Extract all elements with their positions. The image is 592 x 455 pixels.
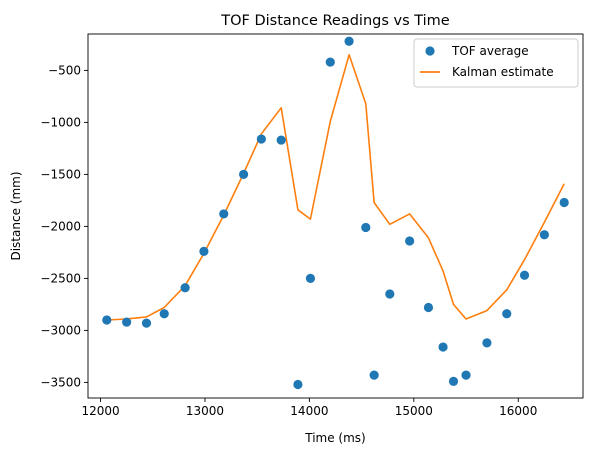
kalman-estimate-line — [106, 53, 565, 321]
tof-average-point — [305, 273, 316, 283]
y-tick-label: −2500 — [40, 271, 81, 285]
tof-average-point — [256, 134, 266, 144]
tof-average-point — [276, 135, 286, 145]
tof-average-point — [180, 283, 190, 293]
tof-average-point — [344, 36, 354, 46]
tof-average-point — [502, 309, 512, 319]
y-axis-label: Distance (mm) — [9, 171, 23, 260]
x-tick-label: 12000 — [81, 404, 119, 418]
tof-average-point — [219, 209, 229, 219]
tof-average-point — [461, 370, 471, 380]
tof-average-point — [239, 169, 249, 179]
tof-average-point — [122, 317, 132, 327]
tof-average-point — [438, 342, 448, 352]
tof-average-point — [559, 197, 569, 208]
plot-marks — [102, 36, 569, 390]
tof-average-point — [159, 309, 169, 319]
tof-average-point — [199, 246, 209, 256]
legend-label-tof-average: TOF average — [451, 44, 529, 58]
x-tick-label: 13000 — [186, 404, 224, 418]
legend-label-kalman-estimate: Kalman estimate — [452, 65, 554, 79]
plot-frame — [87, 33, 584, 399]
y-tick-label: −500 — [48, 63, 81, 77]
y-tick-label: −1000 — [40, 115, 81, 129]
chart-title: TOF Distance Readings vs Time — [220, 13, 450, 29]
tof-average-point — [293, 379, 303, 390]
tof-average-point — [385, 289, 395, 299]
x-tick-label: 15000 — [395, 404, 433, 418]
legend-marker-tof-average — [425, 46, 435, 56]
tof-average-point — [102, 315, 112, 325]
x-tick-label: 16000 — [499, 404, 537, 418]
tof-average-point — [482, 338, 492, 348]
tof-average-point — [519, 270, 530, 280]
tof-average-point — [369, 370, 379, 380]
tof-average-point — [325, 57, 335, 67]
y-tick-label: −1500 — [40, 167, 81, 181]
y-tick-label: −3500 — [40, 375, 81, 389]
x-tick-label: 14000 — [290, 404, 328, 418]
tof-average-point — [539, 230, 549, 240]
y-tick-label: −3000 — [40, 323, 81, 337]
tof-average-point — [141, 318, 152, 328]
legend: TOF average Kalman estimate — [413, 38, 579, 88]
tof-average-point — [405, 236, 415, 246]
tof-average-point — [361, 222, 371, 233]
legend-box — [413, 38, 579, 88]
x-axis-ticks: 12000 13000 14000 15000 16000 — [81, 398, 537, 418]
tof-average-point — [423, 302, 434, 313]
y-axis-ticks: −3500 −3000 −2500 −2000 −1500 −1000 −500 — [40, 63, 88, 389]
x-axis-label: Time (ms) — [304, 431, 366, 445]
y-tick-label: −2000 — [40, 219, 81, 233]
tof-average-point — [448, 376, 459, 386]
